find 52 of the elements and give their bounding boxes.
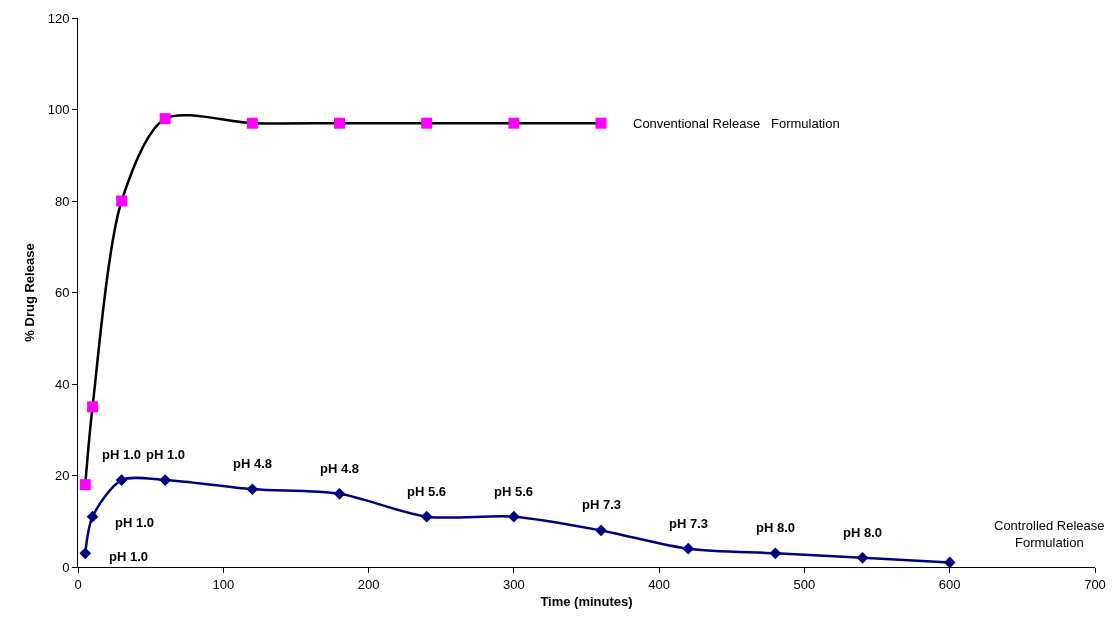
point <box>159 113 171 125</box>
point <box>769 547 782 560</box>
point <box>421 117 433 129</box>
point <box>856 552 869 564</box>
y-tick-label: 0 <box>62 559 70 575</box>
text: Conventional Release Formulation <box>633 116 840 131</box>
annotation: pH 5.6 <box>494 484 534 499</box>
y-tick-label: 120 <box>47 10 70 26</box>
x-tick-label: 500 <box>793 576 816 592</box>
point <box>682 542 695 555</box>
point <box>246 117 258 129</box>
x-tick-label: 100 <box>212 576 235 592</box>
y-tick-label: 60 <box>54 285 70 301</box>
y-tick-label: 20 <box>54 468 70 484</box>
annotation: pH 7.3 <box>669 516 709 531</box>
text: Controlled Release Formulation <box>994 518 1105 550</box>
point <box>333 487 346 500</box>
point <box>508 117 520 129</box>
y-tick-label: 100 <box>47 102 70 118</box>
point <box>116 195 128 207</box>
point <box>79 547 92 560</box>
point <box>334 117 346 129</box>
point <box>595 524 607 537</box>
point <box>246 483 259 496</box>
x-tick-label: 300 <box>503 576 525 592</box>
x-tick-label: 600 <box>938 576 961 592</box>
annotation: pH 4.8 <box>233 456 273 471</box>
annotation: pH 7.3 <box>582 497 622 512</box>
annotation: pH 1.0 <box>109 549 149 564</box>
annotation: pH 8.0 <box>756 520 796 535</box>
point <box>595 117 607 129</box>
annotation: pH 1.0 <box>102 447 142 462</box>
x-tick-label: 200 <box>357 576 380 592</box>
y-tick-label: 80 <box>54 193 70 209</box>
annotation: pH 8.0 <box>843 525 883 540</box>
x-axis-title: Time (minutes) <box>540 594 633 610</box>
x-tick-label: 0 <box>74 576 82 592</box>
point <box>115 474 128 486</box>
x-tick-label: 700 <box>1084 576 1106 592</box>
point <box>508 510 520 523</box>
point <box>420 510 433 523</box>
y-axis-title: % Drug Release <box>21 243 37 342</box>
annotation: pH 1.0 <box>146 447 186 462</box>
annotation: pH 5.6 <box>407 484 447 499</box>
annotation: pH 1.0 <box>115 515 155 530</box>
point <box>79 479 91 491</box>
annotation: pH 4.8 <box>320 461 360 476</box>
y-tick-label: 40 <box>54 376 70 392</box>
point <box>86 510 99 523</box>
point <box>87 401 99 413</box>
point <box>159 474 172 486</box>
x-tick-label: 400 <box>648 576 670 592</box>
